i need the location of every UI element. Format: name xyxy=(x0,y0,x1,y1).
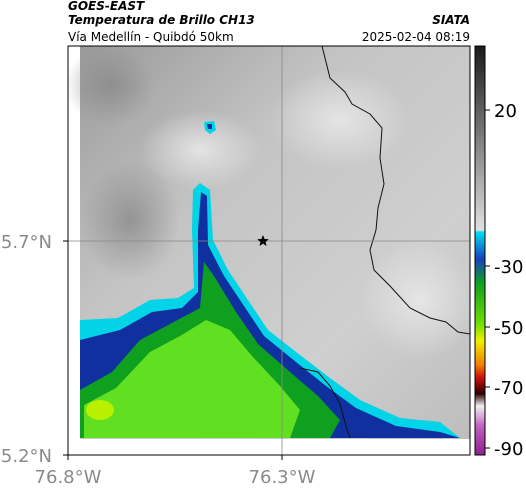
colorbar: 20 -30 -50 -70 -90 xyxy=(474,45,523,460)
map-panel xyxy=(68,46,470,455)
lat-tick-label: 5.7°N xyxy=(1,232,52,253)
grid-lines xyxy=(68,46,470,455)
borders xyxy=(299,46,470,439)
map-frame xyxy=(67,45,471,456)
product-title: Temperatura de Brillo CH13 xyxy=(68,13,255,27)
lon-tick-label: 76.8°W xyxy=(35,467,102,488)
star-icon xyxy=(257,235,269,246)
convective-cloud-area xyxy=(80,121,460,438)
axis-ticks xyxy=(63,240,283,460)
colorbar-gradient xyxy=(474,45,486,456)
colorbar-label: -50 xyxy=(494,318,523,339)
source-label: SIATA xyxy=(432,13,470,27)
colorbar-label: -70 xyxy=(494,378,523,399)
colorbar-label: -90 xyxy=(494,439,523,460)
region-subtitle: Vía Medellín - Quibdó 50km xyxy=(68,30,234,44)
lat-tick-label: 5.2°N xyxy=(1,446,52,467)
satellite-title: GOES-EAST xyxy=(68,0,145,13)
datetime-label: 2025-02-04 08:19 xyxy=(361,30,470,44)
colorbar-label: 20 xyxy=(494,101,517,122)
lon-tick-label: 76.3°W xyxy=(249,467,316,488)
colorbar-label: -30 xyxy=(494,257,523,278)
